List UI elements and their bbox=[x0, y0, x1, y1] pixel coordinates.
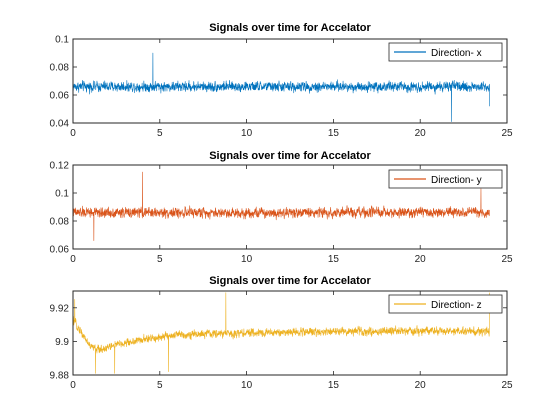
y-tick-label: 0.12 bbox=[50, 161, 70, 172]
y-tick-label: 0.06 bbox=[50, 91, 70, 102]
x-tick-label: 0 bbox=[70, 380, 76, 391]
y-tick-label: 0.08 bbox=[50, 217, 70, 228]
tick-layer: 0 5 10 15 20 25 9.88 9.9 9.92 bbox=[50, 291, 513, 391]
subplot-title: Signals over time for Accelator bbox=[209, 22, 371, 34]
y-tick-label: 0.1 bbox=[55, 35, 69, 46]
legend: Direction- y bbox=[388, 169, 503, 189]
x-tick-label: 15 bbox=[328, 380, 340, 391]
tick-layer: 0 5 10 15 20 25 0.04 0.06 0.08 0.1 bbox=[50, 35, 513, 140]
legend-box bbox=[388, 169, 503, 189]
tick-layer: 0 5 10 15 20 25 0.06 0.08 0.1 0.12 bbox=[50, 161, 513, 266]
y-tick-label: 0.04 bbox=[50, 119, 70, 130]
x-tick-label: 0 bbox=[70, 254, 76, 265]
legend-label: Direction- y bbox=[431, 175, 482, 186]
subplot-title: Signals over time for Accelator bbox=[209, 275, 371, 287]
axes-box bbox=[72, 164, 508, 250]
y-tick-label: 0.1 bbox=[55, 189, 69, 200]
legend-label: Direction- z bbox=[431, 300, 482, 311]
x-tick-label: 25 bbox=[501, 380, 513, 391]
x-tick-label: 5 bbox=[157, 254, 163, 265]
legend-label: Direction- x bbox=[431, 48, 482, 59]
series-line bbox=[72, 292, 490, 374]
x-tick-label: 15 bbox=[328, 254, 340, 265]
y-tick-label: 0.08 bbox=[50, 63, 70, 74]
subplot-title: Signals over time for Accelator bbox=[209, 150, 371, 162]
x-tick-label: 20 bbox=[415, 128, 427, 139]
x-tick-label: 5 bbox=[157, 128, 163, 139]
subplot-y: Signals over time for Accelator 0 5 10 15 20… bbox=[50, 150, 513, 265]
y-tick-label: 9.9 bbox=[55, 337, 69, 348]
axes-box bbox=[72, 38, 508, 124]
plot-area bbox=[72, 292, 490, 374]
y-tick-label: 9.92 bbox=[50, 303, 70, 314]
legend-box bbox=[388, 294, 503, 314]
subplot-x: Signals over time for Accelator 0 5 10 15 20… bbox=[50, 22, 513, 139]
y-tick-label: 9.88 bbox=[50, 371, 70, 382]
x-tick-label: 25 bbox=[501, 128, 513, 139]
x-tick-label: 10 bbox=[241, 380, 253, 391]
x-tick-label: 10 bbox=[241, 254, 253, 265]
axes-box bbox=[72, 290, 508, 376]
x-tick-label: 0 bbox=[70, 128, 76, 139]
x-tick-label: 15 bbox=[328, 128, 340, 139]
x-tick-label: 5 bbox=[157, 380, 163, 391]
y-tick-label: 0.06 bbox=[50, 245, 70, 256]
x-tick-label: 25 bbox=[501, 254, 513, 265]
plot-area bbox=[72, 52, 490, 122]
x-tick-label: 10 bbox=[241, 128, 253, 139]
x-tick-label: 20 bbox=[415, 254, 427, 265]
series-line bbox=[72, 52, 490, 122]
x-tick-label: 20 bbox=[415, 380, 427, 391]
series-line bbox=[72, 171, 490, 241]
legend: Direction- z bbox=[388, 294, 503, 314]
legend-box bbox=[388, 42, 503, 62]
subplot-z: Signals over time for Accelator 0 5 10 15 20… bbox=[50, 275, 513, 391]
legend: Direction- x bbox=[388, 42, 503, 62]
plot-area bbox=[72, 171, 490, 241]
